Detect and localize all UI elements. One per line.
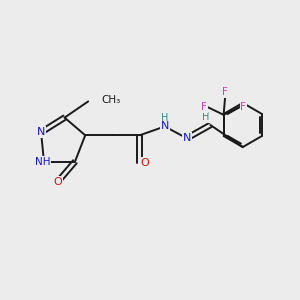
Text: F: F: [201, 103, 207, 112]
Text: O: O: [53, 177, 62, 188]
Text: O: O: [141, 158, 149, 168]
Text: N: N: [183, 133, 191, 143]
Text: N: N: [160, 122, 169, 131]
Text: CH₃: CH₃: [101, 95, 121, 105]
Text: F: F: [240, 103, 246, 112]
Text: N: N: [37, 127, 45, 137]
Text: H: H: [161, 113, 168, 123]
Text: H: H: [202, 112, 210, 122]
Text: F: F: [222, 87, 228, 97]
Text: NH: NH: [35, 157, 50, 167]
